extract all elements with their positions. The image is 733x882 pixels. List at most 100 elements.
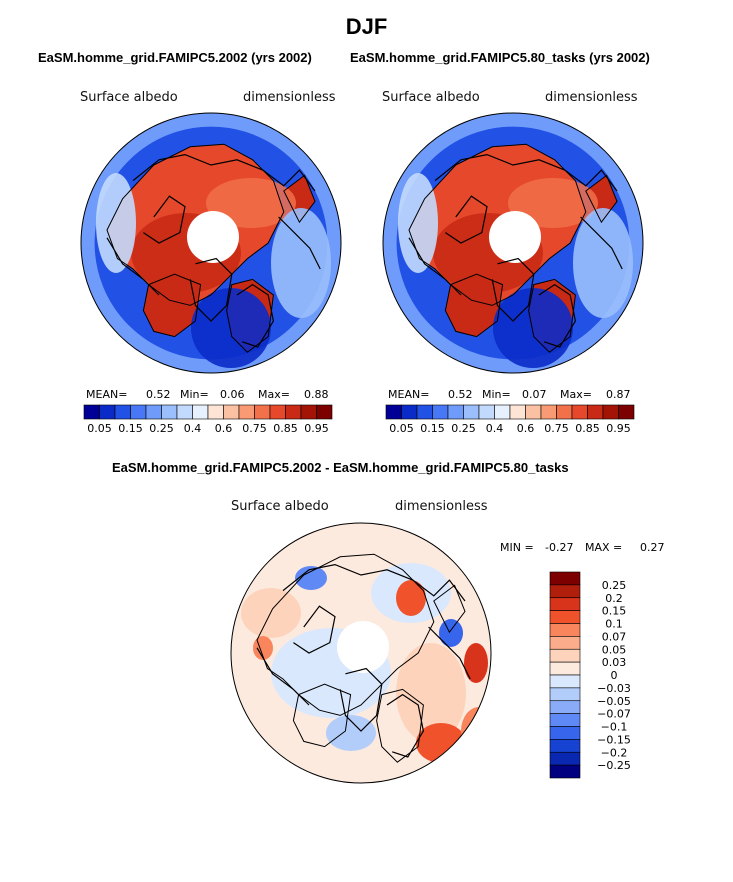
- colorbar-box: [549, 713, 581, 727]
- colorbar-box: [549, 661, 581, 676]
- coastline: [445, 195, 488, 244]
- colorbar-box: [385, 404, 402, 420]
- colorbar-box: [223, 404, 240, 420]
- colorbar-box: [447, 404, 464, 420]
- colorbar-tick-label: 0.95: [304, 422, 329, 435]
- colorbar-box: [316, 404, 333, 420]
- colorbar-box: [549, 636, 581, 650]
- panel-1-min-value: 0.06: [220, 388, 245, 401]
- colorbar-box: [161, 404, 178, 420]
- colorbar-box: [99, 404, 116, 420]
- pole-mask: [489, 211, 541, 263]
- panel-1-variable: Surface albedo: [80, 90, 178, 105]
- colorbar-tick-label: 0.85: [575, 422, 600, 435]
- coastline: [278, 216, 321, 270]
- colorbar-tick-label: 0.05: [602, 643, 627, 656]
- coastline: [428, 626, 471, 680]
- coastline: [293, 605, 336, 654]
- coastline: [142, 273, 202, 338]
- colorbar-box: [556, 404, 573, 420]
- colorbar-tick-label: 0.25: [602, 579, 627, 592]
- colorbar-box: [401, 404, 418, 420]
- colorbar-box: [549, 751, 581, 766]
- colorbar-tick-label: −0.07: [597, 708, 631, 721]
- colorbar-box: [432, 404, 449, 420]
- panel-1-mean-label: MEAN=: [86, 388, 128, 401]
- colorbar-tick-label: 0.95: [606, 422, 631, 435]
- panel-3-variable: Surface albedo: [231, 499, 329, 514]
- albedo-region: [191, 288, 271, 368]
- colorbar-tick-label: −0.15: [597, 733, 631, 746]
- panel-3-colorbar: 0.250.20.150.10.070.050.030−0.03−0.05−0.…: [549, 571, 631, 779]
- albedo-region: [96, 173, 136, 273]
- panel-2-map: [382, 112, 644, 374]
- coastline: [339, 667, 383, 732]
- panel-2-units: dimensionless: [545, 90, 638, 105]
- anomaly-region: [396, 580, 426, 616]
- panel-2-mean-label: MEAN=: [388, 388, 430, 401]
- panel-2-colorbar: 0.05 0.15 0.25 0.4 0.6 0.75 0.85 0.95: [385, 404, 635, 435]
- colorbar-box: [549, 610, 581, 624]
- panel-2-min-value: 0.07: [522, 388, 547, 401]
- colorbar-tick-label: −0.1: [601, 721, 628, 734]
- outer-band: [383, 113, 643, 373]
- anomaly-region: [439, 619, 463, 647]
- panel-1-map: [80, 112, 342, 374]
- colorbar-box: [494, 404, 511, 420]
- colorbar-tick-label: 0.6: [215, 422, 233, 435]
- colorbar-box: [176, 404, 193, 420]
- coastline: [580, 216, 623, 270]
- page-title: DJF: [345, 14, 388, 39]
- coastline: [143, 195, 186, 244]
- colorbar-box: [549, 648, 581, 663]
- coastline: [256, 553, 435, 716]
- panel-1-colorbar-boxes: 0.05 0.15 0.25 0.4 0.6 0.75 0.85 0.95: [83, 404, 333, 435]
- colorbar-box: [254, 404, 271, 420]
- colorbar-box: [525, 404, 542, 420]
- panel-2-field: [382, 112, 644, 374]
- coastline: [283, 174, 316, 224]
- pole-mask: [187, 211, 239, 263]
- colorbar-tick-label: 0.05: [389, 422, 414, 435]
- colorbar-box: [478, 404, 495, 420]
- albedo-region: [271, 208, 331, 318]
- colorbar-box: [549, 571, 581, 586]
- coastline: [226, 278, 274, 353]
- colorbar-tick-label: −0.05: [597, 695, 631, 708]
- colorbar-tick-label: 0.4: [184, 422, 202, 435]
- coastline: [106, 143, 285, 306]
- colorbar-box: [549, 726, 581, 740]
- panel-3-max-label: MAX =: [585, 541, 623, 554]
- colorbar-box: [549, 623, 581, 637]
- colorbar-box: [416, 404, 433, 420]
- colorbar-box: [192, 404, 209, 420]
- panel-1-max-label: Max=: [258, 388, 290, 401]
- colorbar-box: [587, 404, 604, 420]
- coastline: [408, 143, 587, 306]
- map-boundary: [230, 522, 492, 784]
- coastline: [585, 174, 618, 224]
- anomaly-region: [464, 643, 488, 683]
- panel-1-field: [80, 112, 342, 374]
- colorbar-box: [549, 597, 581, 611]
- panel-1-max-value: 0.88: [304, 388, 329, 401]
- colorbar-tick-label: 0.1: [605, 618, 623, 631]
- coastline: [292, 683, 352, 748]
- coastline: [433, 584, 466, 634]
- colorbar-tick-label: 0.03: [602, 656, 627, 669]
- colorbar-box: [300, 404, 317, 420]
- panel-2-colorbar-boxes: 0.05 0.15 0.25 0.4 0.6 0.75 0.85 0.95: [385, 404, 635, 435]
- coastline: [444, 273, 504, 338]
- colorbar-box: [549, 739, 581, 753]
- panel-3-title: EaSM.homme_grid.FAMIPC5.2002 - EaSM.homm…: [112, 460, 569, 475]
- colorbar-box: [83, 404, 100, 420]
- albedo-region: [206, 178, 296, 228]
- colorbar-tick-label: 0: [611, 669, 618, 682]
- outer-band: [81, 113, 341, 373]
- colorbar-tick-label: 0.15: [118, 422, 143, 435]
- panel-2-min-label: Min=: [482, 388, 511, 401]
- map-boundary: [382, 112, 644, 374]
- panel-2-max-value: 0.87: [606, 388, 631, 401]
- panel-1-colorbar: 0.05 0.15 0.25 0.4 0.6 0.75 0.85 0.95: [83, 404, 333, 435]
- pole-mask: [337, 621, 389, 673]
